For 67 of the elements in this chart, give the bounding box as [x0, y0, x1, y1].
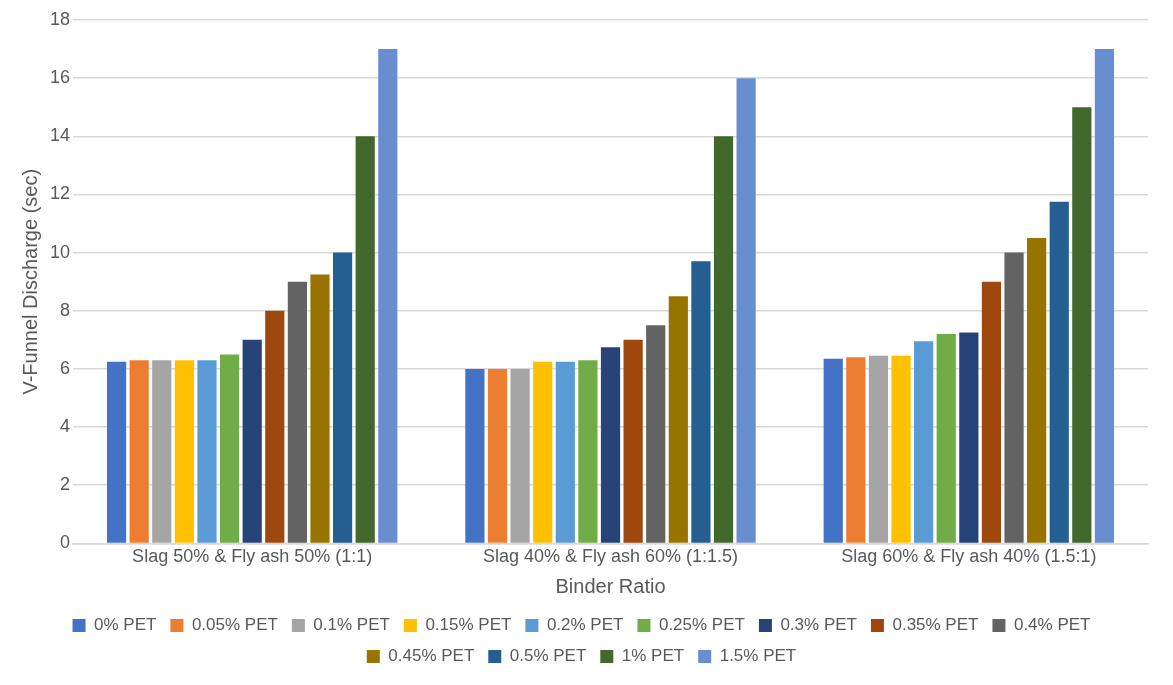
- bar: [310, 274, 330, 543]
- legend-label: 0.5% PET: [509, 646, 587, 666]
- y-tick-label: 18: [49, 8, 71, 29]
- y-tick-label: 4: [60, 416, 71, 437]
- legend-label: 1.5% PET: [719, 646, 797, 666]
- bar: [981, 281, 1002, 543]
- bar: [1004, 252, 1024, 543]
- bar: [936, 334, 956, 543]
- bar: [129, 360, 149, 543]
- legend-label: 0.15% PET: [425, 615, 512, 635]
- bar: [197, 360, 217, 543]
- bar: [623, 339, 643, 543]
- bar: [510, 368, 530, 543]
- legend-label: 0.4% PET: [1013, 615, 1091, 635]
- y-tick-label: 14: [49, 125, 71, 146]
- bar: [174, 360, 194, 543]
- x-tick-label: Slag 60% & Fly ash 40% (1.5:1): [841, 546, 1097, 567]
- legend-label: 0.3% PET: [780, 615, 857, 635]
- bar: [736, 78, 756, 543]
- bar: [846, 357, 866, 543]
- bar: [1027, 238, 1047, 543]
- bar: [600, 347, 621, 543]
- bar: [914, 341, 934, 543]
- y-tick-label: 10: [49, 241, 71, 262]
- bar: [332, 252, 353, 543]
- y-tick-label: 2: [60, 474, 71, 495]
- bar: [1072, 107, 1092, 543]
- x-tick-label: Slag 40% & Fly ash 60% (1:1.5): [482, 546, 739, 567]
- legend-label: 0.2% PET: [546, 615, 624, 635]
- bar: [465, 368, 485, 543]
- y-tick-label: 8: [60, 299, 71, 320]
- x-tick-label: Slag 50% & Fly ash 50% (1:1): [132, 546, 373, 567]
- bar: [959, 332, 979, 543]
- y-tick-label: 16: [49, 67, 71, 88]
- x-axis-title: Binder Ratio: [555, 574, 666, 597]
- legend-label: 0.05% PET: [191, 615, 278, 635]
- bar: [1094, 49, 1115, 543]
- bar: [555, 361, 575, 543]
- bar: [823, 358, 843, 543]
- bar: [242, 339, 262, 543]
- legend-label: 0% PET: [94, 615, 157, 635]
- legend-label: 0.1% PET: [313, 615, 390, 635]
- bar: [487, 368, 508, 543]
- bar: [646, 325, 666, 543]
- bar: [578, 360, 598, 543]
- legend-label: 0.25% PET: [658, 615, 745, 635]
- bar: [106, 361, 127, 543]
- legend-label: 1% PET: [621, 646, 685, 666]
- bar: [152, 360, 172, 543]
- bar: [868, 355, 889, 543]
- bar: [691, 261, 711, 543]
- y-axis-title: V-Funnel Discharge (sec): [18, 168, 41, 395]
- y-tick-label: 12: [49, 183, 71, 204]
- bar: [713, 136, 734, 543]
- y-tick-label: 0: [60, 532, 71, 553]
- bar: [533, 361, 553, 543]
- bar: [378, 49, 398, 543]
- bar: [1049, 201, 1069, 543]
- legend-label: 0.45% PET: [388, 646, 475, 666]
- bar: [287, 281, 307, 543]
- bar: [219, 354, 240, 543]
- bar: [355, 136, 375, 543]
- bar: [891, 355, 911, 543]
- legend-label: 0.35% PET: [892, 615, 979, 635]
- bar: [265, 310, 285, 543]
- bar: [668, 296, 688, 543]
- y-tick-label: 6: [60, 357, 71, 378]
